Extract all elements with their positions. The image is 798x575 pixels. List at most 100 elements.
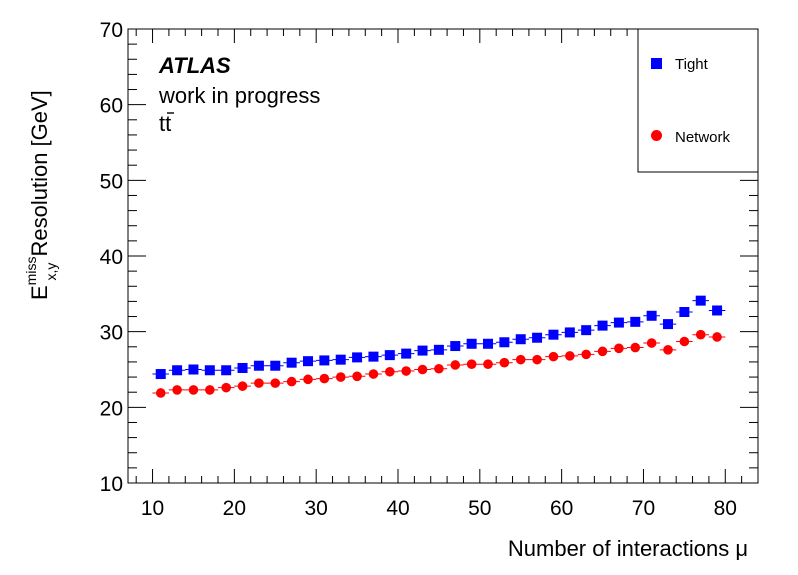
data-point-tight bbox=[417, 345, 428, 356]
x-tick-label: 50 bbox=[468, 497, 491, 520]
data-point-network bbox=[417, 364, 428, 375]
data-point-network bbox=[221, 382, 231, 393]
data-point-network bbox=[172, 385, 182, 395]
data-point-network bbox=[515, 354, 526, 365]
data-point-tight bbox=[597, 320, 608, 331]
y-tick-label: 20 bbox=[100, 397, 123, 420]
legend: Tight Network bbox=[637, 28, 759, 173]
y-axis-title-sup: miss bbox=[23, 257, 39, 286]
data-point-network bbox=[663, 345, 673, 355]
x-axis-title: Number of interactions μ bbox=[508, 536, 748, 561]
x-tick-label: 60 bbox=[550, 497, 573, 520]
x-tick-label: 30 bbox=[305, 497, 328, 520]
data-point-network bbox=[237, 381, 248, 391]
x-tick-label: 80 bbox=[714, 497, 737, 520]
data-point-tight bbox=[532, 332, 543, 343]
data-point-tight bbox=[384, 350, 395, 361]
data-point-tight bbox=[303, 356, 313, 367]
data-point-network bbox=[548, 351, 559, 362]
y-axis-title-rest: Resolution [GeV] bbox=[27, 90, 52, 262]
y-axis-title-main: E bbox=[27, 285, 52, 300]
legend-marker-network bbox=[651, 130, 662, 141]
legend-label-network: Network bbox=[675, 129, 731, 146]
data-point-network bbox=[581, 349, 591, 360]
data-point-network bbox=[565, 351, 575, 361]
data-point-network bbox=[450, 360, 461, 370]
y-axis-title: Emiss x,y Resolution [GeV] bbox=[23, 90, 59, 300]
data-point-tight bbox=[515, 334, 526, 345]
data-point-network bbox=[286, 376, 297, 387]
y-tick-label: 40 bbox=[100, 246, 123, 269]
axis-tick-labels: 10 20 30 40 50 60 70 10 20 30 40 50 60 70 80 bbox=[100, 19, 737, 520]
data-point-tight bbox=[155, 369, 166, 380]
data-point-network bbox=[335, 372, 346, 382]
legend-marker-tight bbox=[651, 58, 662, 69]
data-point-network bbox=[679, 336, 690, 347]
data-point-tight bbox=[319, 355, 330, 366]
y-tick-label: 30 bbox=[100, 322, 123, 345]
data-point-network bbox=[352, 371, 362, 382]
data-point-network bbox=[466, 359, 477, 370]
data-point-network bbox=[532, 354, 542, 365]
data-point-tight bbox=[630, 316, 641, 327]
data-point-network bbox=[270, 378, 281, 388]
data-point-tight bbox=[663, 319, 673, 330]
data-point-tight bbox=[352, 352, 363, 363]
series-network bbox=[152, 329, 726, 398]
x-tick-label: 20 bbox=[223, 497, 246, 520]
legend-label-tight: Tight bbox=[675, 56, 709, 73]
data-point-network bbox=[695, 329, 706, 340]
atlas-label: ATLAS bbox=[158, 53, 231, 78]
data-point-tight bbox=[466, 338, 477, 349]
process-label: tt bbox=[159, 111, 171, 136]
data-point-network bbox=[646, 338, 657, 348]
data-point-network bbox=[205, 385, 215, 395]
data-point-tight bbox=[483, 338, 493, 349]
data-point-network bbox=[303, 374, 313, 385]
x-tick-label: 70 bbox=[632, 497, 655, 520]
data-point-network bbox=[254, 378, 264, 388]
data-point-network bbox=[614, 343, 624, 354]
data-point-network bbox=[630, 342, 641, 353]
data-point-tight bbox=[368, 351, 379, 362]
data-point-tight bbox=[581, 325, 592, 336]
data-series bbox=[152, 295, 726, 398]
data-point-network bbox=[368, 369, 379, 379]
y-axis-title-sub: x,y bbox=[43, 263, 59, 281]
data-point-network bbox=[597, 346, 608, 357]
data-point-tight bbox=[712, 305, 723, 316]
data-point-tight bbox=[695, 295, 706, 306]
data-point-network bbox=[712, 332, 722, 342]
data-point-network bbox=[499, 357, 510, 368]
series-tight bbox=[152, 295, 726, 380]
data-point-network bbox=[483, 359, 493, 370]
data-point-tight bbox=[499, 337, 510, 348]
data-point-network bbox=[401, 366, 411, 376]
data-point-tight bbox=[401, 348, 412, 359]
data-point-network bbox=[434, 363, 444, 374]
data-point-tight bbox=[613, 317, 624, 328]
y-tick-label: 60 bbox=[100, 95, 123, 118]
data-point-network bbox=[188, 385, 199, 395]
data-point-tight bbox=[253, 360, 264, 371]
data-point-tight bbox=[564, 327, 575, 338]
data-point-network bbox=[319, 373, 330, 384]
data-point-tight bbox=[646, 310, 657, 321]
data-point-tight bbox=[286, 357, 297, 368]
y-tick-label: 70 bbox=[100, 19, 123, 42]
data-point-tight bbox=[204, 365, 215, 376]
data-point-tight bbox=[172, 365, 183, 376]
data-point-tight bbox=[679, 306, 690, 317]
data-point-tight bbox=[450, 341, 461, 352]
x-tick-label: 10 bbox=[141, 497, 164, 520]
data-point-tight bbox=[221, 365, 232, 376]
legend-box bbox=[637, 28, 759, 173]
data-point-tight bbox=[188, 364, 199, 375]
process-label-group: tt bbox=[159, 111, 174, 136]
data-point-tight bbox=[335, 354, 346, 365]
data-point-tight bbox=[270, 360, 281, 371]
data-point-network bbox=[385, 366, 395, 377]
y-tick-label: 50 bbox=[100, 170, 123, 193]
data-point-tight bbox=[548, 329, 559, 340]
